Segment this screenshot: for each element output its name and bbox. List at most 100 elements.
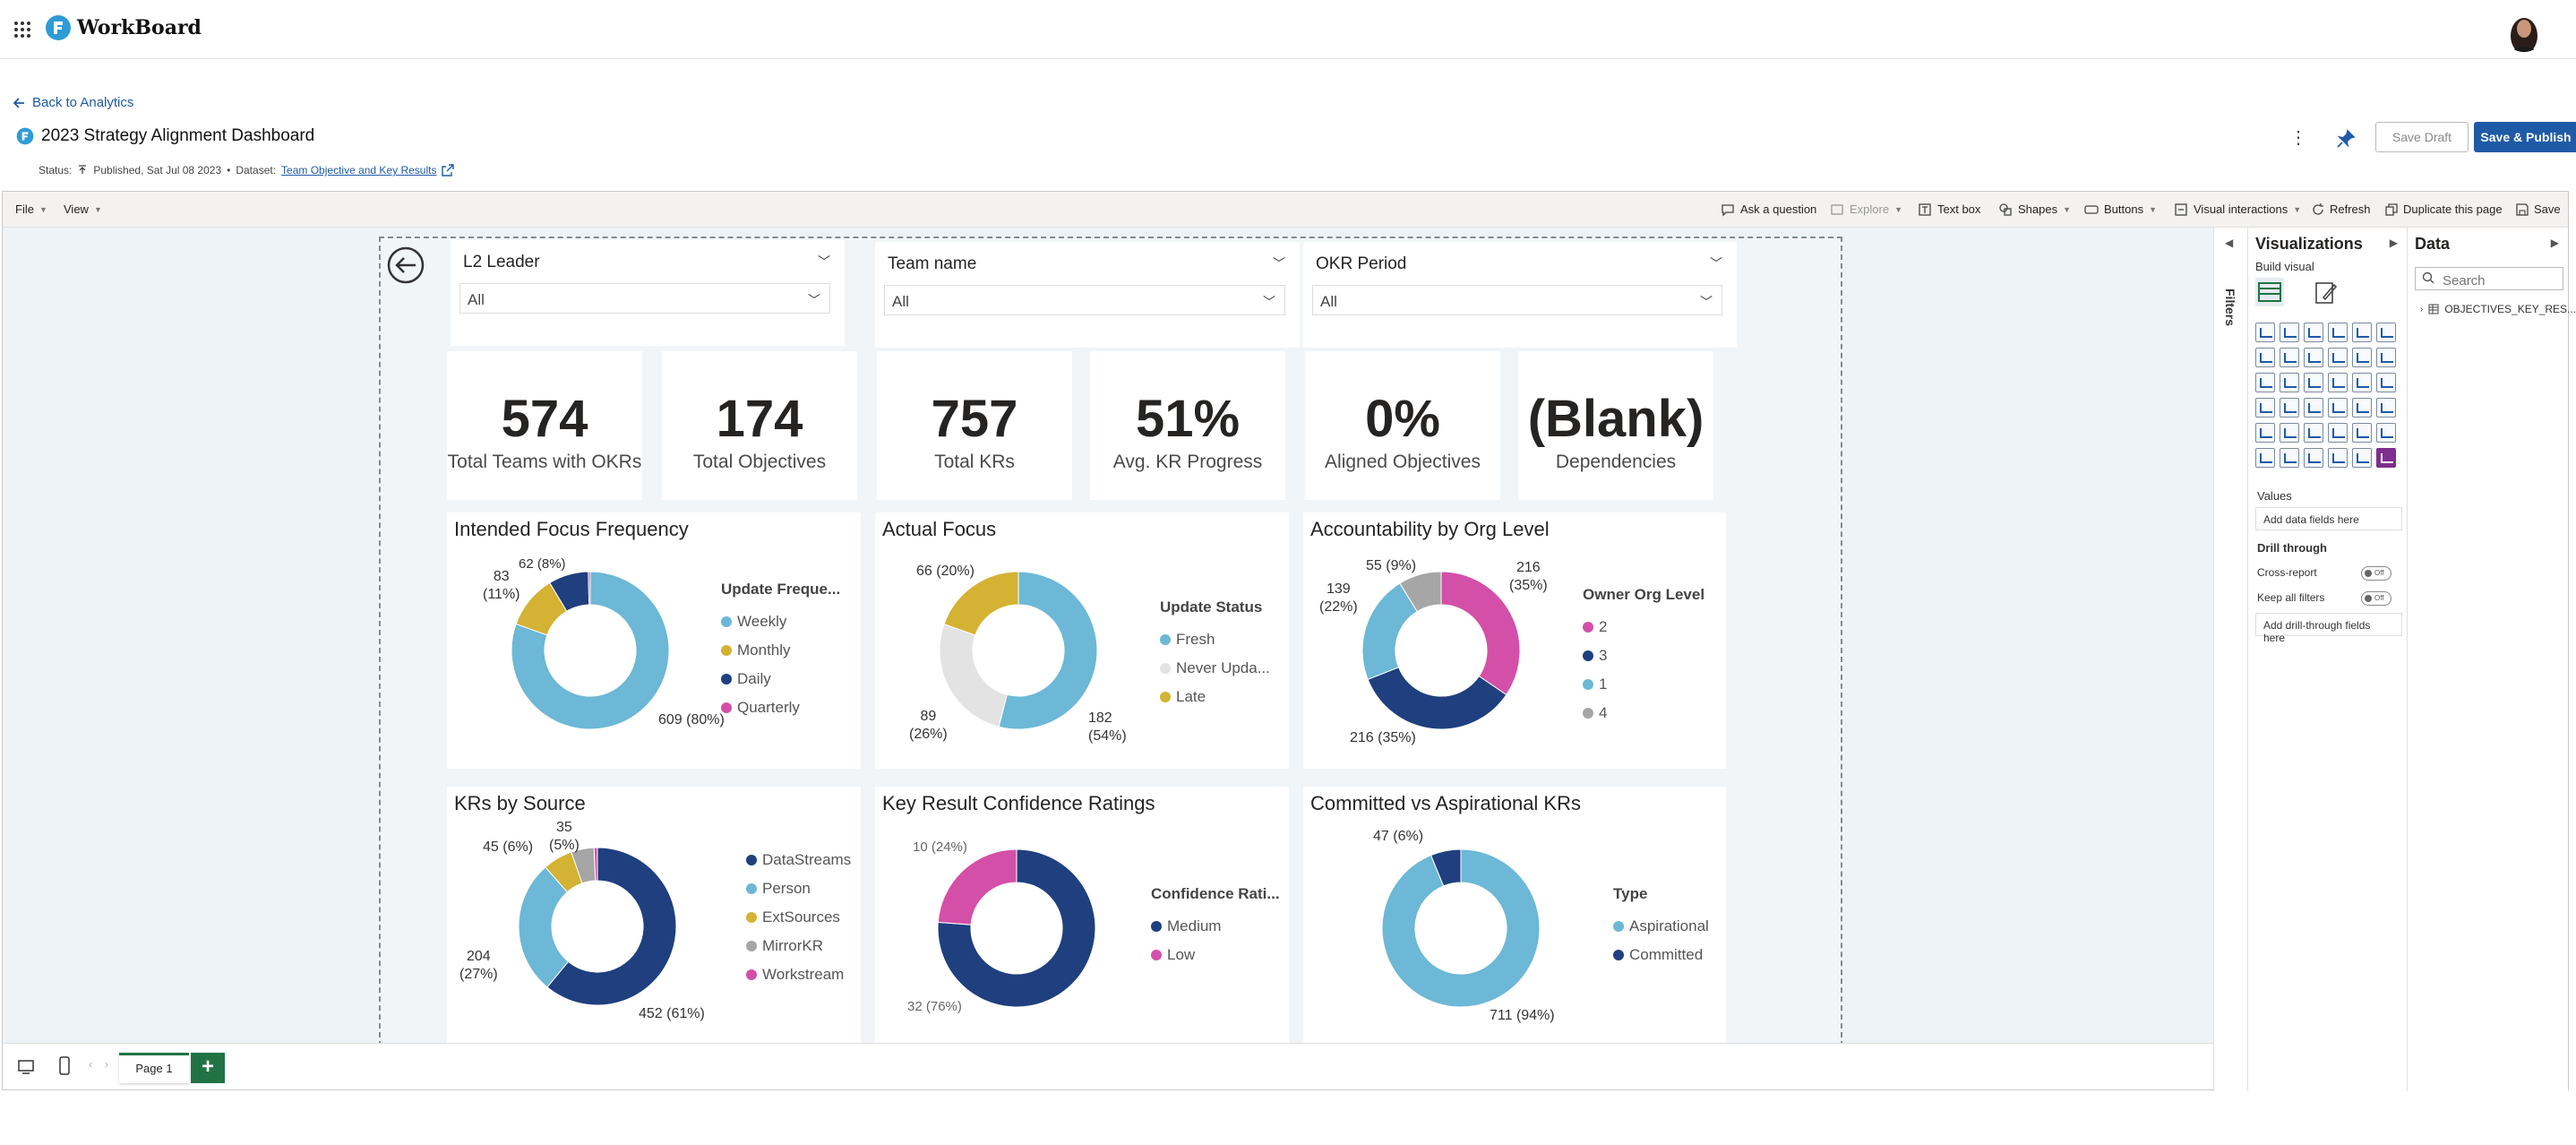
ribbon-chart-icon[interactable]: [2376, 348, 2396, 367]
slicer-dropdown[interactable]: All ﹀: [884, 285, 1285, 315]
stacked-area-icon[interactable]: [2304, 348, 2323, 367]
legend-item[interactable]: Monthly: [721, 636, 840, 665]
legend-item[interactable]: Aspirational: [1613, 912, 1709, 941]
area-chart-icon[interactable]: [2280, 348, 2299, 367]
kpi-card-objectives[interactable]: 174 Total Objectives: [662, 351, 857, 500]
legend-item[interactable]: ExtSources: [746, 903, 851, 932]
legend-item[interactable]: Low: [1151, 941, 1280, 969]
user-avatar[interactable]: [2503, 9, 2546, 52]
power-apps-icon[interactable]: [2352, 448, 2372, 468]
legend-item[interactable]: Weekly: [721, 607, 840, 636]
cross-report-toggle[interactable]: Off: [2361, 566, 2391, 581]
legend-item[interactable]: Never Upda...: [1160, 654, 1270, 683]
chart-committed-vs-aspirational[interactable]: Committed vs Aspirational KRs 711 (94%) …: [1303, 787, 1726, 1046]
donut-chart[interactable]: [447, 512, 734, 769]
matrix-icon[interactable]: [2352, 423, 2372, 443]
waterfall-icon[interactable]: [2255, 373, 2275, 392]
scatter-icon[interactable]: [2304, 373, 2323, 392]
legend-item[interactable]: Fresh: [1160, 625, 1270, 654]
back-arrow-circle-icon[interactable]: [386, 245, 425, 285]
donut-slice-late[interactable]: [943, 571, 1019, 636]
kpi-card-aligned[interactable]: 0% Aligned Objectives: [1305, 351, 1500, 500]
refresh-button[interactable]: Refresh: [2312, 192, 2371, 228]
card-icon[interactable]: [2376, 398, 2396, 418]
donut-slice-aspirational[interactable]: [1381, 848, 1541, 1008]
clustered-column-icon[interactable]: [2328, 323, 2348, 342]
donut-slice-person[interactable]: [518, 866, 570, 988]
donut-chart[interactable]: [875, 787, 1162, 1046]
legend-item[interactable]: Medium: [1151, 912, 1280, 941]
stacked-bar-icon[interactable]: [2255, 323, 2275, 342]
qa-icon[interactable]: [2280, 448, 2299, 468]
save-button[interactable]: Save: [2516, 192, 2561, 228]
donut-chart[interactable]: [447, 787, 734, 1046]
donut-slice-datastreams[interactable]: [546, 847, 677, 1006]
donut-slice-quarterly[interactable]: [588, 571, 591, 606]
chevron-right-icon[interactable]: ›: [2420, 304, 2424, 314]
slicer-dropdown[interactable]: All ﹀: [1312, 285, 1722, 315]
save-publish-button[interactable]: Save & Publish: [2474, 122, 2576, 152]
multi-row-card-icon[interactable]: [2255, 423, 2275, 443]
pin-icon[interactable]: [2334, 127, 2357, 151]
custom-visual-icon[interactable]: [2376, 448, 2396, 468]
text-box-button[interactable]: Text box: [1918, 192, 1980, 228]
chevron-right-icon[interactable]: ▶: [2550, 237, 2559, 249]
treemap-icon[interactable]: [2376, 373, 2396, 392]
slicer-team-name[interactable]: Team name ﹀ All ﹀: [875, 242, 1300, 348]
donut-slice-medium[interactable]: [937, 848, 1096, 1008]
more-options-button[interactable]: ⋮: [2289, 128, 2307, 148]
keep-filters-toggle[interactable]: Off: [2361, 591, 2391, 606]
pie-icon[interactable]: [2328, 373, 2348, 392]
funnel-icon[interactable]: [2280, 373, 2299, 392]
kpi-icon[interactable]: [2280, 423, 2299, 443]
donut-slice-low[interactable]: [937, 848, 1018, 925]
kpi-card-krs[interactable]: 757 Total KRs: [877, 351, 1072, 500]
map-icon[interactable]: [2255, 398, 2275, 418]
legend-item[interactable]: 1: [1583, 670, 1704, 699]
slicer-dropdown[interactable]: All ﹀: [459, 283, 830, 314]
next-page-icon[interactable]: ›: [105, 1058, 108, 1071]
slicer-l2-leader[interactable]: L2 Leader ﹀ All ﹀: [451, 240, 845, 346]
shape-map-icon[interactable]: [2304, 398, 2323, 418]
legend-item[interactable]: 3: [1583, 641, 1704, 670]
donut-chart[interactable]: [875, 512, 1162, 769]
buttons-menu[interactable]: Buttons ▼: [2084, 192, 2157, 228]
100-column-icon[interactable]: [2376, 323, 2396, 342]
values-drop-zone[interactable]: Add data fields here: [2255, 507, 2402, 530]
100-bar-icon[interactable]: [2352, 323, 2372, 342]
clustered-bar-icon[interactable]: [2304, 323, 2323, 342]
azure-map-icon[interactable]: [2328, 398, 2348, 418]
visual-interactions-menu[interactable]: Visual interactions ▼: [2174, 192, 2301, 228]
format-visual-icon[interactable]: [2311, 278, 2340, 306]
filters-label[interactable]: Filters: [2223, 288, 2237, 327]
legend-item[interactable]: 4: [1583, 699, 1704, 727]
line-stacked-column-icon[interactable]: [2352, 348, 2372, 367]
duplicate-page-button[interactable]: Duplicate this page: [2385, 192, 2503, 228]
donut-icon[interactable]: [2352, 373, 2372, 392]
donut-slice-2[interactable]: [1440, 571, 1521, 696]
filled-map-icon[interactable]: [2280, 398, 2299, 418]
chevron-right-icon[interactable]: ▶: [2389, 237, 2398, 249]
line-chart-icon[interactable]: [2255, 348, 2275, 367]
save-draft-button[interactable]: Save Draft: [2375, 122, 2469, 152]
donut-slice-3[interactable]: [1367, 667, 1507, 730]
line-column-icon[interactable]: [2328, 348, 2348, 367]
data-table-node[interactable]: › OBJECTIVES_KEY_RES...: [2420, 303, 2576, 315]
shapes-button[interactable]: Shapes ▼: [1998, 192, 2071, 228]
mobile-layout-icon[interactable]: [58, 1056, 71, 1076]
legend-item[interactable]: Daily: [721, 665, 840, 693]
file-menu[interactable]: File ▼: [15, 192, 47, 228]
kpi-card-progress[interactable]: 51% Avg. KR Progress: [1090, 351, 1285, 500]
app-launcher-icon[interactable]: [13, 20, 32, 39]
external-link-icon[interactable]: [442, 164, 455, 176]
table-icon[interactable]: [2328, 423, 2348, 443]
chevron-down-icon[interactable]: ﹀: [1710, 256, 1722, 271]
chevron-down-icon[interactable]: ﹀: [1273, 256, 1285, 271]
legend-item[interactable]: DataStreams: [746, 846, 851, 874]
slicer-icon[interactable]: [2304, 423, 2323, 443]
donut-slice-never-upda-[interactable]: [939, 623, 1008, 727]
metrics-icon[interactable]: [2328, 448, 2348, 468]
slicer-okr-period[interactable]: OKR Period ﹀ All ﹀: [1303, 242, 1737, 348]
legend-item[interactable]: Quarterly: [721, 693, 840, 722]
drill-through-drop-zone[interactable]: Add drill-through fields here: [2255, 613, 2402, 644]
